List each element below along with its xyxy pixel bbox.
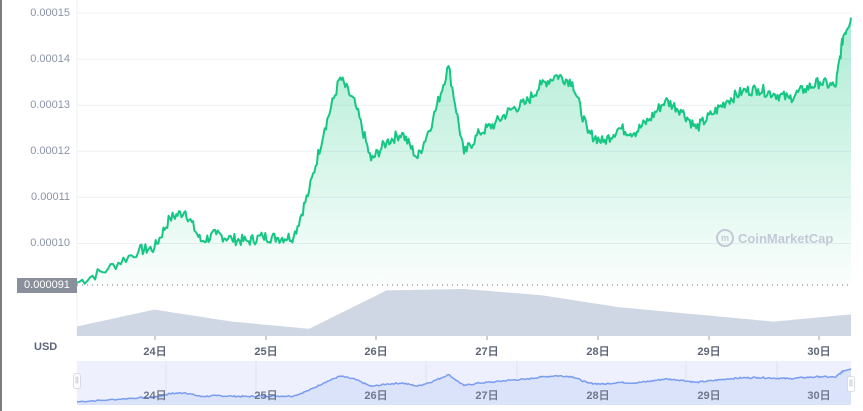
window-left-border xyxy=(0,0,2,411)
x-axis-label: 25日 xyxy=(254,346,278,358)
navigator-label: 27日 xyxy=(475,390,499,402)
navigator-label: 28日 xyxy=(586,390,610,402)
x-axis-label: 28日 xyxy=(586,346,610,358)
x-axis-label: 24日 xyxy=(143,346,167,358)
navigator-right-handle[interactable]: || xyxy=(847,376,855,392)
watermark-text: CoinMarketCap xyxy=(738,230,834,246)
price-area-fill xyxy=(77,17,851,285)
navigator-left-handle[interactable]: || xyxy=(73,373,81,389)
navigator-label: 26日 xyxy=(364,390,388,402)
x-axis-ticks xyxy=(154,336,820,340)
x-axis-label: 27日 xyxy=(475,346,499,358)
navigator-label: 25日 xyxy=(254,390,278,402)
y-axis-label: 0.00012 xyxy=(30,145,70,157)
navigator-line xyxy=(76,368,852,403)
navigator-label: 30日 xyxy=(807,390,831,402)
x-axis-label: 26日 xyxy=(364,346,388,358)
navigator-area xyxy=(77,368,851,405)
y-axis-label: 0.00013 xyxy=(30,99,70,111)
y-axis-label: 0.00010 xyxy=(30,237,70,249)
volume-area xyxy=(77,289,851,336)
y-axis-label: 0.00015 xyxy=(30,7,70,19)
x-axis-label: 30日 xyxy=(807,346,831,358)
price-line xyxy=(76,17,852,285)
baseline-price-badge: 0.000091 xyxy=(17,278,77,293)
currency-label: USD xyxy=(34,341,58,353)
coinmarketcap-watermark: m CoinMarketCap xyxy=(716,229,833,247)
coinmarketcap-logo-icon: m xyxy=(716,229,734,247)
y-axis-label: 0.00014 xyxy=(30,53,70,65)
y-axis-label: 0.00011 xyxy=(31,191,70,203)
navigator-label: 29日 xyxy=(697,390,721,402)
navigator-label: 24日 xyxy=(143,390,167,402)
x-axis-label: 29日 xyxy=(697,346,721,358)
